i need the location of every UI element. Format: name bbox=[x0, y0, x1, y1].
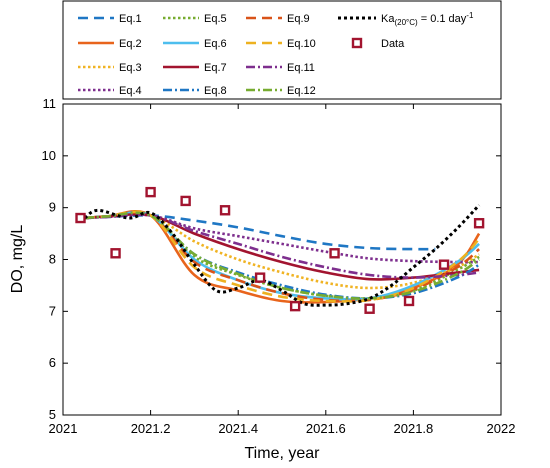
legend-label-11: Eq.11 bbox=[287, 62, 315, 74]
data-point bbox=[473, 218, 485, 229]
legend: Eq.1 Eq.2 Eq.3 Eq.4 Eq.5 Eq.6 Eq.7 Eq.8 Eq.9 Eq.1… bbox=[78, 11, 474, 97]
x-tick-label: 2021 bbox=[49, 421, 78, 436]
y-tick-label: 5 bbox=[49, 407, 56, 422]
data-point bbox=[254, 272, 266, 283]
y-axis-label: DO, mg/L bbox=[9, 225, 26, 294]
x-tick-label: 2021.2 bbox=[131, 421, 171, 436]
legend-label-7: Eq.7 bbox=[204, 62, 227, 74]
legend-label-5: Eq.5 bbox=[204, 13, 227, 25]
legend-label-10: Eq.10 bbox=[287, 38, 316, 50]
data-point bbox=[289, 300, 301, 312]
y-tick-label: 6 bbox=[49, 355, 56, 370]
legend-label-data: Data bbox=[381, 38, 405, 50]
series-line-7 bbox=[84, 213, 480, 281]
legend-label-9: Eq.9 bbox=[287, 13, 310, 25]
series-line-5 bbox=[84, 211, 480, 300]
series-layer bbox=[83, 204, 481, 307]
x-tick-label: 2022 bbox=[487, 421, 516, 436]
data-point bbox=[364, 303, 375, 314]
y-tick-label: 8 bbox=[49, 252, 56, 267]
legend-label-6: Eq.6 bbox=[204, 38, 227, 50]
legend-label-2: Eq.2 bbox=[119, 38, 142, 50]
data-point bbox=[110, 248, 121, 259]
y-tick-label: 10 bbox=[42, 148, 56, 163]
x-tick-label: 2021.6 bbox=[306, 421, 346, 436]
legend-label-4: Eq.4 bbox=[119, 85, 142, 97]
series-line-4 bbox=[84, 213, 480, 264]
data-point bbox=[219, 205, 231, 216]
data-points-layer bbox=[75, 186, 485, 314]
legend-label-12: Eq.12 bbox=[287, 85, 316, 97]
series-line-11 bbox=[84, 213, 480, 279]
legend-label-1: Eq.1 bbox=[119, 13, 142, 25]
data-point bbox=[180, 195, 191, 207]
x-axis-label: Time, year bbox=[245, 445, 321, 462]
y-tick-label: 9 bbox=[49, 200, 56, 215]
x-tick-label: 2021.8 bbox=[394, 421, 434, 436]
data-point bbox=[329, 248, 340, 259]
legend-label-ka: Ka(20°C) = 0.1 day-1 bbox=[381, 11, 474, 27]
data-point bbox=[438, 259, 450, 270]
data-point bbox=[145, 186, 156, 198]
y-tick-label: 11 bbox=[43, 96, 57, 111]
series-line-12 bbox=[84, 211, 480, 300]
legend-label-8: Eq.8 bbox=[204, 85, 227, 97]
y-tick-label: 7 bbox=[49, 303, 56, 318]
axis-ticks: 2021 2021.2 2021.4 2021.6 2021.8 2022 5 6 7 8 9 10 1… bbox=[42, 96, 516, 436]
series-line-1 bbox=[84, 213, 436, 251]
plot-area bbox=[62, 103, 502, 416]
data-point bbox=[75, 212, 86, 224]
legend-label-3: Eq.3 bbox=[119, 62, 142, 74]
legend-swatch-data bbox=[351, 37, 363, 49]
x-tick-label: 2021.4 bbox=[218, 421, 258, 436]
data-point bbox=[403, 295, 415, 307]
